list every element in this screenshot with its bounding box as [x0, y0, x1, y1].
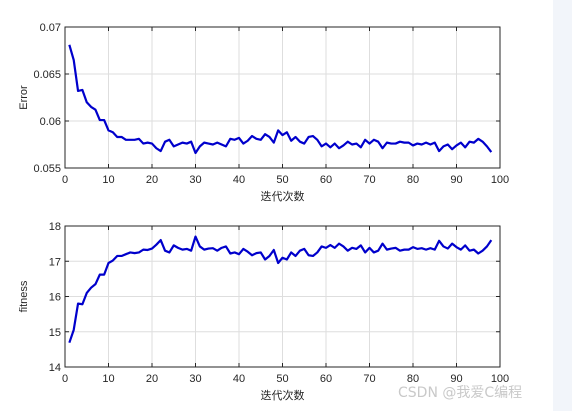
x-tick-label: 70 [363, 174, 375, 186]
y-tick-label: 0.06 [40, 116, 61, 128]
y-tick-label: 15 [49, 327, 61, 339]
series-line [68, 44, 493, 155]
x-tick-label: 0 [62, 174, 68, 186]
axes-frame [64, 225, 501, 368]
x-tick-label: 50 [276, 174, 288, 186]
x-tick-label: 40 [233, 174, 245, 186]
x-tick-label: 10 [102, 373, 114, 385]
x-tick-label: 90 [450, 373, 462, 385]
y-tick-label: 18 [49, 221, 61, 233]
side-panel [553, 0, 572, 411]
x-tick-label: 0 [62, 373, 68, 385]
x-tick-label: 80 [407, 373, 419, 385]
x-tick-label: 100 [491, 174, 509, 186]
x-tick-label: 30 [189, 373, 201, 385]
x-tick-label: 60 [320, 373, 332, 385]
x-tick-label: 70 [363, 373, 375, 385]
x-tick-label: 20 [146, 373, 158, 385]
error-chart: 0 10 20 30 40 50 60 70 80 90 100 0.055 0.06 0.065 0.07… [18, 22, 509, 203]
y-axis-label: Error [18, 85, 30, 110]
y-tick-label: 16 [49, 292, 61, 304]
figure: 0 10 20 30 40 50 60 70 80 90 1000.0550.060.0650.07… [18, 22, 509, 402]
x-tick-label: 100 [491, 373, 509, 385]
watermark-text: CSDN @我爱C编程 [398, 385, 523, 401]
y-tick-label: 0.055 [33, 163, 61, 175]
y-tick-label: 17 [49, 256, 61, 268]
y-tick-label: 0.065 [33, 69, 61, 81]
x-tick-label: 20 [146, 174, 158, 186]
x-tick-label: 90 [450, 174, 462, 186]
y-tick-label: 0.07 [40, 22, 61, 34]
fitness-chart: 0 10 20 30 40 50 60 70 80 90 100 14 15 16 17 18 迭代次数 fitn… [18, 221, 509, 402]
x-axis-label: 迭代次数 [261, 388, 305, 402]
x-tick-label: 80 [407, 174, 419, 186]
axes-frame [64, 26, 501, 169]
x-tick-label: 50 [276, 373, 288, 385]
x-tick-label: 60 [320, 174, 332, 186]
x-tick-label: 40 [233, 373, 245, 385]
y-axis-label: fitness [18, 280, 30, 312]
x-tick-label: 10 [102, 174, 114, 186]
series-line [68, 235, 493, 344]
x-axis-label: 迭代次数 [261, 189, 305, 203]
y-tick-label: 14 [49, 362, 61, 374]
x-tick-label: 30 [189, 174, 201, 186]
